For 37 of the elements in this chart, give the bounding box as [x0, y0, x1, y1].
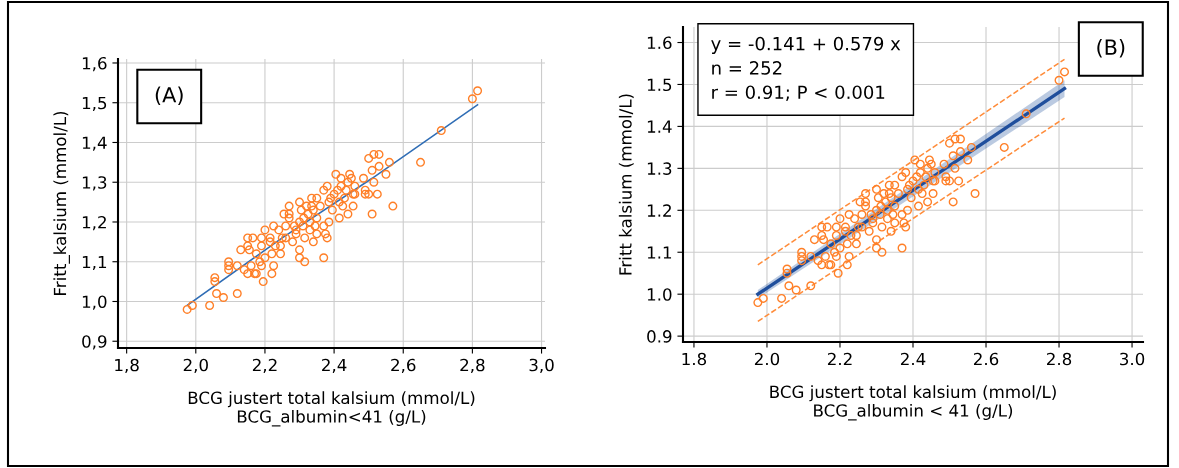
y-tick-label: 1.4: [647, 120, 672, 133]
y-tick-label: 1,4: [82, 136, 107, 151]
x-tick-label: 3,0: [529, 358, 554, 374]
x-tick-label: 2.4: [900, 352, 926, 366]
x-tick-label: 2.2: [827, 352, 852, 366]
x-tick-label: 2,8: [460, 358, 485, 374]
x-tick-label: 1.8: [682, 352, 707, 366]
y-tick-label: 1,1: [82, 255, 107, 271]
x-tick-label: 2,2: [252, 358, 277, 374]
y-axis-title: Fritt kalsium (mmol/L): [618, 94, 634, 275]
y-tick-label: 1.5: [647, 78, 672, 92]
y-tick-label: 1,5: [82, 96, 107, 111]
x-axis-title: BCG justert total kalsium (mmol/L) BCG_albumin < 41 (g/L): [770, 385, 1056, 421]
x-tick-label: 2.0: [754, 352, 780, 366]
y-tick-label: 1.0: [647, 288, 672, 301]
y-tick-label: 1,0: [82, 295, 107, 310]
y-tick-label: 1.3: [647, 162, 672, 175]
x-tick-label: 2.6: [973, 352, 999, 366]
annotation: (A): [155, 86, 183, 106]
x-tick-label: 2,4: [322, 358, 347, 374]
y-tick-label: 1.1: [647, 246, 672, 259]
x-tick-label: 3.0: [1120, 352, 1145, 366]
y-tick-label: 1,6: [82, 56, 107, 72]
y-tick-label: 1,3: [82, 176, 107, 191]
annotation: y = -0.141 + 0.579 x n = 252 r = 0.91; P < 0.001: [711, 36, 901, 101]
x-tick-label: 2,0: [183, 358, 208, 374]
y-tick-label: 0.9: [647, 330, 672, 343]
y-tick-label: 1.6: [647, 36, 672, 50]
x-tick-label: 2.8: [1047, 352, 1072, 366]
y-tick-label: 0,9: [82, 335, 107, 350]
y-tick-label: 1,2: [82, 215, 106, 231]
x-tick-label: 2,6: [391, 358, 416, 374]
x-axis-title: BCG justert total kalsium (mmol/L) BCG_albumin<41 (g/L): [188, 391, 475, 427]
y-tick-label: 1.2: [647, 204, 671, 217]
annotation: (B): [1097, 38, 1125, 58]
x-tick-label: 1,8: [115, 358, 139, 374]
y-axis-title: Fritt_kalsium (mmol/L): [53, 111, 70, 295]
